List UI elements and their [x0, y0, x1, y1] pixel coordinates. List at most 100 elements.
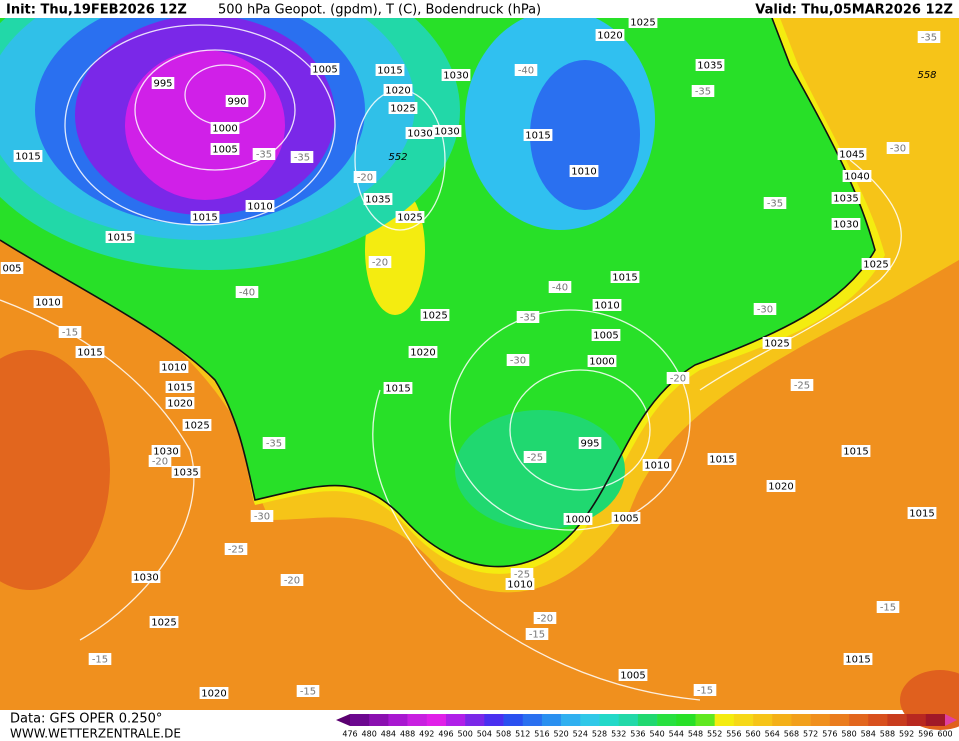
- temperature-label: -40: [239, 288, 255, 299]
- colorbar-label: 536: [630, 730, 645, 739]
- pressure-label-box: [149, 616, 179, 628]
- colorbar-cell: [829, 714, 850, 726]
- isobars: [0, 24, 902, 701]
- colorbar-cell: [810, 714, 831, 726]
- pressure-label-box: [225, 95, 249, 107]
- pressure-label-box: [210, 143, 240, 155]
- temperature-label: -20: [372, 258, 388, 269]
- pressure-label-box: [569, 165, 599, 177]
- temperature-label: -25: [228, 545, 244, 556]
- pressure-label: 1015: [843, 447, 868, 458]
- temperature-label-box: [224, 543, 248, 555]
- pressure-label-box: [75, 346, 105, 358]
- colorbar-label: 568: [784, 730, 799, 739]
- pressure-label-box: [245, 200, 275, 212]
- pressure-label-box: [131, 571, 161, 583]
- colorbar-cell: [657, 714, 677, 726]
- temperature-label-box: [290, 151, 314, 163]
- pressure-label: 1000: [212, 124, 237, 135]
- temperature-label-box: [666, 372, 690, 384]
- pressure-label: 1000: [589, 357, 614, 368]
- temperature-label: -20: [357, 173, 373, 184]
- temperature-label: -40: [552, 283, 568, 294]
- colorbar-cell: [753, 714, 773, 726]
- pressure-label-box: [13, 150, 43, 162]
- isobar: [509, 369, 651, 491]
- colorbar-cell: [676, 714, 696, 726]
- pressure-label-box: [695, 59, 725, 71]
- colorbar-cell: [369, 714, 389, 726]
- temperature-label: -35: [256, 150, 272, 161]
- pressure-label: 1025: [151, 618, 176, 629]
- pressure-label: 1020: [768, 482, 793, 493]
- pressure-label-box: [831, 192, 861, 204]
- temperature-label-box: [548, 281, 572, 293]
- pressure-label: 1015: [77, 348, 102, 359]
- pressure-label: 1035: [697, 61, 722, 72]
- colorbar-cell: [445, 714, 466, 726]
- pressure-label: 1030: [443, 71, 468, 82]
- pressure-label-box: [861, 258, 891, 270]
- pressure-label-box: [105, 231, 135, 243]
- temperature-label-box: [148, 455, 172, 467]
- map-labels: 995 990 1000 1005 1010 1015 1015 1015 1005 1015 10…: [0, 16, 941, 700]
- pressure-label-box: [618, 669, 648, 681]
- pressure-label-box: [611, 512, 641, 524]
- pressure-label: 1010: [507, 580, 532, 591]
- pressure-label-box: [363, 193, 393, 205]
- pressure-label: 1025: [397, 213, 422, 224]
- temperature-label: -35: [695, 87, 711, 98]
- pressure-label: 1010: [247, 202, 272, 213]
- colorbar-label: 572: [803, 730, 818, 739]
- pressure-label-box: [563, 513, 593, 525]
- colorbar-cell: [618, 714, 639, 726]
- pressure-label: 1030: [153, 447, 178, 458]
- isobar: [699, 159, 902, 391]
- colorbar-label: 576: [822, 730, 837, 739]
- colorbar-cell: [733, 714, 754, 726]
- colorbar-cell: [887, 714, 907, 726]
- pressure-label-box: [151, 77, 175, 89]
- header-bar: [0, 0, 959, 18]
- colorbar-cell: [503, 714, 524, 726]
- pressure-label: 1045: [839, 150, 864, 161]
- pressure-label: 1010: [161, 363, 186, 374]
- colorbar-cell: [925, 714, 946, 726]
- pressure-label-box: [592, 299, 622, 311]
- pressure-label-box: [610, 271, 640, 283]
- pressure-label-box: [182, 419, 212, 431]
- temperature-label: -35: [520, 313, 536, 324]
- temperature-label: -30: [254, 512, 270, 523]
- temperature-label: -20: [537, 614, 553, 625]
- temperature-label-box: [252, 148, 276, 160]
- temperature-label: -30: [890, 144, 906, 155]
- temperature-label: -15: [529, 630, 545, 641]
- temperature-label-box: [763, 197, 787, 209]
- temperature-label-box: [753, 303, 777, 315]
- colorbar-cell: [426, 714, 447, 726]
- pressure-label: 1040: [844, 172, 869, 183]
- colorbar-label: 492: [419, 730, 434, 739]
- temperature-label-box: [280, 574, 304, 586]
- temperature-label-box: [516, 311, 540, 323]
- isobar: [372, 389, 701, 701]
- colorbar-label: 512: [515, 730, 530, 739]
- pressure-label: 995: [153, 79, 172, 90]
- temperature-label-box: [250, 510, 274, 522]
- website: WWW.WETTERZENTRALE.DE: [10, 727, 181, 741]
- geopotential-label: 558: [917, 70, 936, 81]
- pressure-label-box: [388, 102, 418, 114]
- pressure-label-box: [420, 309, 450, 321]
- pressure-label-box: [33, 296, 63, 308]
- pressure-label: 990: [227, 97, 246, 108]
- pressure-label: 1030: [833, 220, 858, 231]
- temperature-label: -35: [767, 199, 783, 210]
- colorbar-cell: [580, 714, 600, 726]
- colorbar-label: 548: [688, 730, 703, 739]
- pressure-label: 1010: [35, 298, 60, 309]
- pressure-label-box: [190, 211, 220, 223]
- colorbar-label: 532: [611, 730, 626, 739]
- pressure-label-box: [395, 211, 425, 223]
- pressure-label: 005: [2, 264, 21, 275]
